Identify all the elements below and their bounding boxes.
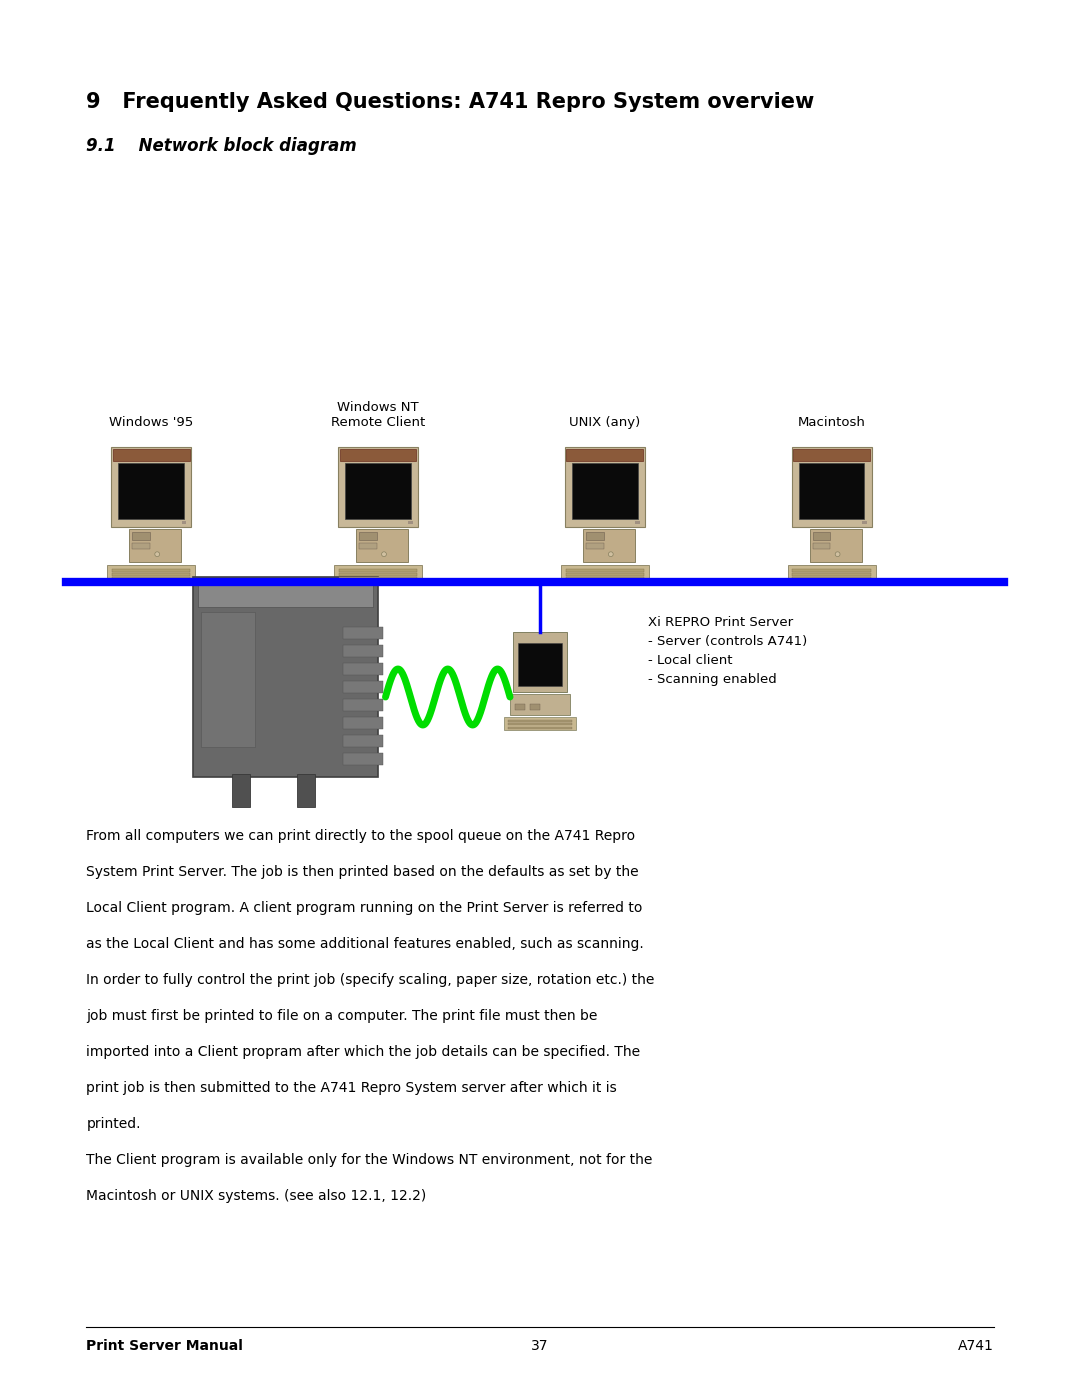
Text: The Client program is available only for the Windows NT environment, not for the: The Client program is available only for… bbox=[86, 1153, 652, 1166]
Text: From all computers we can print directly to the spool queue on the A741 Repro: From all computers we can print directly… bbox=[86, 828, 635, 842]
Text: UNIX (any): UNIX (any) bbox=[569, 416, 640, 429]
Text: Macintosh: Macintosh bbox=[798, 416, 865, 429]
FancyBboxPatch shape bbox=[635, 521, 640, 524]
FancyBboxPatch shape bbox=[342, 735, 382, 747]
FancyBboxPatch shape bbox=[111, 447, 191, 527]
FancyBboxPatch shape bbox=[201, 612, 256, 747]
FancyBboxPatch shape bbox=[342, 680, 382, 693]
FancyBboxPatch shape bbox=[360, 543, 377, 549]
FancyBboxPatch shape bbox=[346, 462, 410, 520]
FancyBboxPatch shape bbox=[192, 577, 378, 777]
FancyBboxPatch shape bbox=[339, 577, 417, 581]
FancyBboxPatch shape bbox=[198, 583, 373, 608]
Text: In order to fully control the print job (specify scaling, paper size, rotation e: In order to fully control the print job … bbox=[86, 972, 654, 988]
FancyBboxPatch shape bbox=[356, 528, 408, 562]
Circle shape bbox=[154, 552, 160, 556]
FancyBboxPatch shape bbox=[799, 462, 864, 520]
Text: System Print Server. The job is then printed based on the defaults as set by the: System Print Server. The job is then pri… bbox=[86, 865, 639, 879]
Circle shape bbox=[835, 552, 840, 556]
FancyBboxPatch shape bbox=[508, 726, 572, 729]
FancyBboxPatch shape bbox=[583, 528, 635, 562]
FancyBboxPatch shape bbox=[565, 447, 645, 527]
FancyBboxPatch shape bbox=[342, 753, 382, 766]
Text: Macintosh or UNIX systems. (see also 12.1, 12.2): Macintosh or UNIX systems. (see also 12.… bbox=[86, 1189, 427, 1203]
FancyBboxPatch shape bbox=[133, 543, 150, 549]
FancyBboxPatch shape bbox=[508, 724, 572, 725]
FancyBboxPatch shape bbox=[862, 521, 867, 524]
FancyBboxPatch shape bbox=[561, 566, 649, 583]
FancyBboxPatch shape bbox=[408, 521, 414, 524]
Text: Xi REPRO Print Server
- Server (controls A741)
- Local client
- Scanning enabled: Xi REPRO Print Server - Server (controls… bbox=[648, 616, 807, 686]
Text: job must first be printed to file on a computer. The print file must then be: job must first be printed to file on a c… bbox=[86, 1009, 597, 1023]
FancyBboxPatch shape bbox=[566, 577, 644, 581]
Text: 9.1    Network block diagram: 9.1 Network block diagram bbox=[86, 137, 357, 155]
Text: A741: A741 bbox=[958, 1338, 994, 1354]
FancyBboxPatch shape bbox=[342, 645, 382, 657]
FancyBboxPatch shape bbox=[586, 543, 604, 549]
Circle shape bbox=[381, 552, 387, 556]
FancyBboxPatch shape bbox=[793, 569, 870, 571]
FancyBboxPatch shape bbox=[339, 569, 417, 571]
FancyBboxPatch shape bbox=[572, 462, 637, 520]
FancyBboxPatch shape bbox=[339, 448, 417, 461]
FancyBboxPatch shape bbox=[510, 693, 570, 714]
FancyBboxPatch shape bbox=[107, 566, 195, 583]
FancyBboxPatch shape bbox=[339, 573, 417, 576]
FancyBboxPatch shape bbox=[810, 528, 862, 562]
FancyBboxPatch shape bbox=[112, 573, 190, 576]
FancyBboxPatch shape bbox=[787, 566, 876, 583]
FancyBboxPatch shape bbox=[112, 569, 190, 571]
FancyBboxPatch shape bbox=[529, 704, 540, 710]
Text: Local Client program. A client program running on the Print Server is referred t: Local Client program. A client program r… bbox=[86, 901, 643, 915]
FancyBboxPatch shape bbox=[112, 577, 190, 581]
Circle shape bbox=[608, 552, 613, 556]
FancyBboxPatch shape bbox=[342, 717, 382, 729]
FancyBboxPatch shape bbox=[586, 532, 604, 539]
FancyBboxPatch shape bbox=[342, 627, 382, 638]
FancyBboxPatch shape bbox=[508, 719, 572, 722]
Text: imported into a Client propram after which the job details can be specified. The: imported into a Client propram after whi… bbox=[86, 1045, 640, 1059]
FancyBboxPatch shape bbox=[130, 528, 181, 562]
Text: 9   Frequently Asked Questions: A741 Repro System overview: 9 Frequently Asked Questions: A741 Repro… bbox=[86, 92, 814, 112]
FancyBboxPatch shape bbox=[112, 448, 190, 461]
FancyBboxPatch shape bbox=[566, 569, 644, 571]
Text: 37: 37 bbox=[531, 1338, 549, 1354]
FancyBboxPatch shape bbox=[813, 532, 831, 539]
FancyBboxPatch shape bbox=[338, 447, 418, 527]
FancyBboxPatch shape bbox=[792, 447, 872, 527]
FancyBboxPatch shape bbox=[813, 543, 831, 549]
Text: printed.: printed. bbox=[86, 1118, 140, 1132]
Text: as the Local Client and has some additional features enabled, such as scanning.: as the Local Client and has some additio… bbox=[86, 937, 644, 951]
FancyBboxPatch shape bbox=[793, 577, 870, 581]
Text: Print Server Manual: Print Server Manual bbox=[86, 1338, 243, 1354]
FancyBboxPatch shape bbox=[513, 631, 567, 692]
FancyBboxPatch shape bbox=[181, 521, 187, 524]
Text: Windows NT
Remote Client: Windows NT Remote Client bbox=[330, 401, 426, 429]
FancyBboxPatch shape bbox=[133, 532, 150, 539]
FancyBboxPatch shape bbox=[504, 717, 576, 731]
FancyBboxPatch shape bbox=[566, 573, 644, 576]
FancyBboxPatch shape bbox=[793, 448, 870, 461]
FancyBboxPatch shape bbox=[119, 462, 184, 520]
Text: Windows '95: Windows '95 bbox=[109, 416, 193, 429]
FancyBboxPatch shape bbox=[342, 664, 382, 675]
FancyBboxPatch shape bbox=[566, 448, 644, 461]
FancyBboxPatch shape bbox=[334, 566, 422, 583]
FancyBboxPatch shape bbox=[232, 774, 249, 807]
FancyBboxPatch shape bbox=[342, 698, 382, 711]
FancyBboxPatch shape bbox=[514, 704, 525, 710]
Text: print job is then submitted to the A741 Repro System server after which it is: print job is then submitted to the A741 … bbox=[86, 1081, 617, 1095]
FancyBboxPatch shape bbox=[793, 573, 870, 576]
FancyBboxPatch shape bbox=[518, 643, 562, 686]
FancyBboxPatch shape bbox=[297, 774, 315, 807]
FancyBboxPatch shape bbox=[360, 532, 377, 539]
